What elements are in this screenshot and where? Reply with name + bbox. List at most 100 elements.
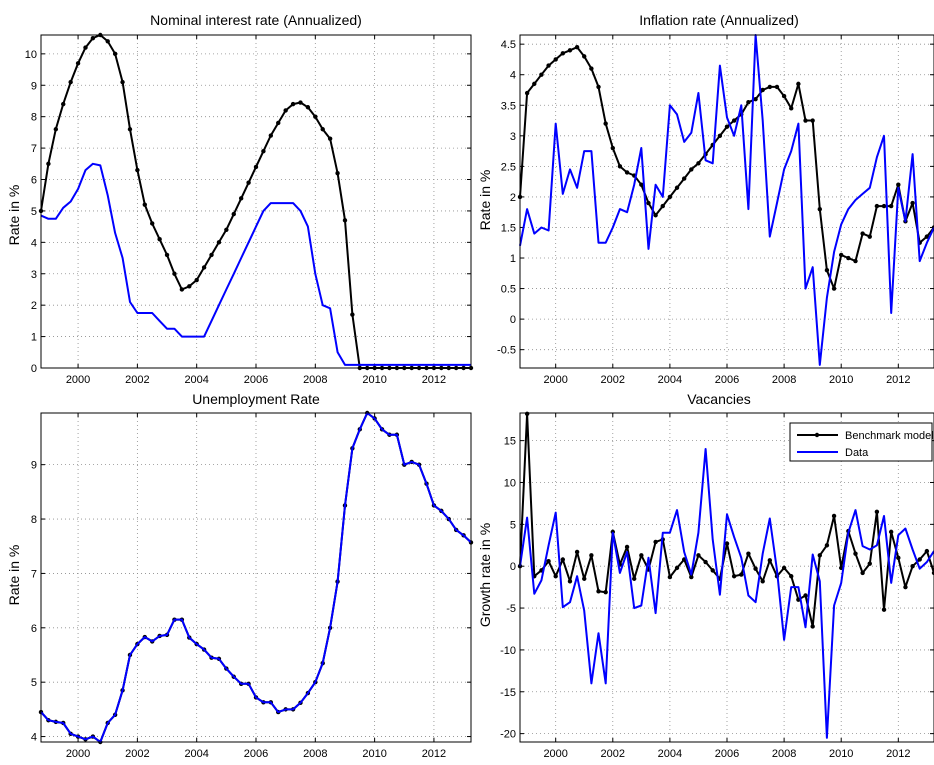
y-tick-label: 9 <box>31 460 37 472</box>
data-point-benchmark <box>860 570 865 576</box>
y-tick-label: 3.5 <box>501 100 516 112</box>
y-tick-label: 10 <box>504 477 516 489</box>
data-point-benchmark <box>68 79 73 85</box>
panel-vacancies: Vacancies Growth rate in % 2000 2002 2004 2… <box>477 391 934 760</box>
data-point-benchmark <box>796 81 801 87</box>
data-point-benchmark <box>896 555 901 561</box>
data-point-benchmark <box>596 589 601 594</box>
data-point-benchmark <box>710 568 715 573</box>
data-point-benchmark <box>781 93 787 99</box>
data-point-benchmark <box>603 589 608 595</box>
y-tick-label: 2 <box>31 300 37 312</box>
data-point-benchmark <box>874 203 880 209</box>
data-point-benchmark <box>172 271 177 276</box>
x-tick-label: 2000 <box>543 374 567 386</box>
data-point-benchmark <box>624 544 630 550</box>
y-axis-label: Rate in % <box>6 185 22 246</box>
y-tick-label: 10 <box>25 49 37 61</box>
y-tick-label: 3 <box>31 269 37 281</box>
x-tick-label: 2004 <box>658 748 682 760</box>
data-point-benchmark <box>681 176 687 181</box>
data-point-benchmark <box>194 277 199 283</box>
series-line-data <box>519 448 934 739</box>
data-point-benchmark <box>888 203 894 209</box>
data-point-benchmark <box>660 203 665 209</box>
panel-title: Inflation rate (Annualized) <box>639 12 799 28</box>
data-point-benchmark <box>653 213 658 218</box>
data-point-benchmark <box>767 84 773 90</box>
panel-unemployment-rate: Unemployment Rate Rate in % 2000 2002 2004… <box>6 391 474 760</box>
data-point-benchmark <box>839 252 844 258</box>
data-point-benchmark <box>532 81 537 87</box>
data-point-benchmark <box>817 553 822 558</box>
data-point-benchmark <box>860 231 865 236</box>
data-point-benchmark <box>753 566 758 571</box>
data-point-benchmark <box>127 127 133 132</box>
data-point-benchmark <box>589 553 594 558</box>
legend-label-data: Data <box>845 447 869 459</box>
axes-frame <box>519 34 934 369</box>
y-tick-label: 1.5 <box>501 222 516 234</box>
data-point-benchmark <box>560 557 566 562</box>
data-point-benchmark <box>739 572 744 577</box>
panel-title: Unemployment Rate <box>192 391 320 407</box>
data-point-benchmark <box>789 574 794 579</box>
data-point-benchmark <box>75 61 81 66</box>
legend-label-benchmark: Benchmark model <box>845 430 934 442</box>
x-tick-label: 2012 <box>886 748 910 760</box>
data-point-benchmark <box>120 79 125 85</box>
data-point-benchmark <box>746 551 751 556</box>
y-tick-label: 5 <box>31 206 37 218</box>
data-point-benchmark <box>903 584 908 590</box>
data-point-benchmark <box>596 84 601 90</box>
x-tick-label: 2008 <box>772 374 796 386</box>
y-tick-label: 9 <box>31 80 37 92</box>
data-point-benchmark <box>653 539 658 545</box>
data-point-benchmark <box>187 284 192 289</box>
x-tick-label: 2006 <box>715 374 739 386</box>
x-tick-label: 2004 <box>184 374 208 386</box>
y-tick-label: 8 <box>31 112 37 124</box>
data-point-benchmark <box>574 549 580 555</box>
data-point-benchmark <box>164 252 170 258</box>
data-point-benchmark <box>553 57 558 62</box>
y-tick-label: 7 <box>31 143 37 155</box>
legend-box <box>789 422 933 462</box>
data-point-benchmark <box>610 145 615 151</box>
data-point-benchmark <box>335 171 340 176</box>
series-line-data <box>519 34 934 366</box>
data-point-benchmark <box>674 565 680 571</box>
data-point-benchmark <box>61 101 66 107</box>
data-point-benchmark <box>582 54 587 59</box>
data-point-benchmark <box>201 265 207 270</box>
x-tick-label: 2012 <box>886 374 910 386</box>
data-point-benchmark <box>546 558 551 564</box>
data-point-benchmark <box>831 286 837 291</box>
data-point-benchmark <box>689 574 694 580</box>
y-tick-label: -0.5 <box>497 345 516 357</box>
x-tick-label: 2006 <box>244 748 268 760</box>
data-point-benchmark <box>853 551 858 556</box>
data-point-benchmark <box>224 227 229 232</box>
data-point-benchmark <box>874 509 880 514</box>
data-point-benchmark <box>846 255 851 261</box>
series-line-data <box>40 162 471 366</box>
x-tick-label: 2002 <box>601 374 625 386</box>
data-point-benchmark <box>567 48 573 53</box>
data-point-benchmark <box>290 101 296 107</box>
y-tick-label: 4 <box>510 70 516 82</box>
panel-title: Nominal interest rate (Annualized) <box>150 12 362 28</box>
data-point-benchmark <box>246 180 251 185</box>
plot-background <box>520 35 934 368</box>
data-point-benchmark <box>674 185 680 190</box>
data-point-benchmark <box>112 51 118 57</box>
x-tick-label: 2012 <box>422 374 446 386</box>
axes-frame <box>40 412 472 743</box>
data-point-benchmark <box>179 287 185 292</box>
x-tick-label: 2010 <box>362 748 386 760</box>
y-tick-label: 6 <box>31 175 37 187</box>
data-point-benchmark <box>261 149 266 154</box>
data-point-benchmark <box>639 553 644 558</box>
data-point-benchmark <box>817 206 822 212</box>
